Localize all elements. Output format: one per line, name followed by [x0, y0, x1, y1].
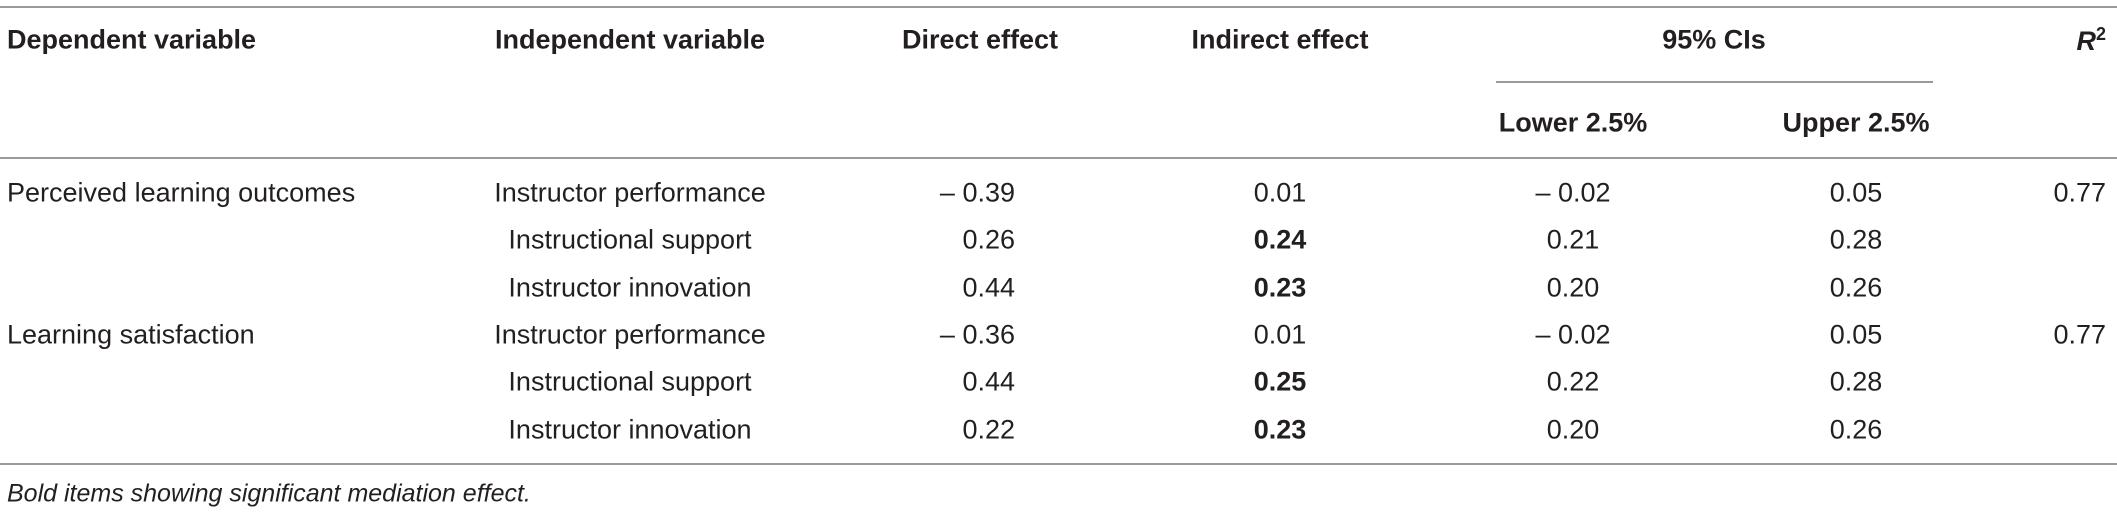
dependent-cell: Perceived learning outcomes [7, 177, 356, 208]
upper-cell: 0.05 [1829, 177, 1883, 208]
header-cell: Dependent variable [7, 24, 257, 55]
lower-cell: 0.22 [1546, 366, 1600, 397]
lower-cell: 0.20 [1546, 414, 1600, 444]
ci-rule [1496, 81, 1933, 83]
top-rule [0, 6, 2117, 8]
bottom-rule [0, 463, 2117, 465]
indirect-cell: 0.24 [1253, 224, 1307, 255]
indirect-cell: 0.23 [1253, 272, 1307, 303]
direct-cell: 0.22 [962, 414, 1015, 444]
dependent-cell: Learning satisfaction [7, 319, 255, 350]
direct-cell: 0.26 [962, 224, 1015, 255]
header-cell: Upper 2.5% [1782, 107, 1930, 138]
independent-cell: Instructor innovation [508, 414, 752, 444]
indirect-cell: 0.25 [1253, 366, 1307, 397]
lower-cell: 0.20 [1546, 272, 1600, 303]
indirect-cell: 0.23 [1253, 414, 1307, 444]
header-rule [0, 157, 2117, 159]
header-cell: Indirect effect [1191, 24, 1369, 55]
upper-cell: 0.28 [1829, 224, 1883, 255]
header-cell: Lower 2.5% [1498, 107, 1648, 138]
direct-cell: 0.44 [962, 366, 1015, 397]
r2-superscript: 2 [2095, 24, 2106, 44]
header-cell: R2 [2076, 25, 2106, 55]
header-cell: Direct effect [901, 24, 1059, 55]
r2-cell: 0.77 [2053, 319, 2106, 350]
independent-cell: Instructional support [508, 224, 752, 255]
r2-symbol: R [2076, 26, 2096, 56]
lower-cell: – 0.02 [1535, 319, 1611, 350]
upper-cell: 0.26 [1829, 414, 1883, 444]
direct-cell: – 0.36 [939, 319, 1015, 350]
r2-cell: 0.77 [2053, 177, 2106, 208]
header-cell: 95% CIs [1662, 24, 1766, 55]
independent-cell: Instructor performance [494, 319, 766, 350]
upper-cell: 0.28 [1829, 366, 1883, 397]
independent-cell: Instructor performance [494, 177, 766, 208]
upper-cell: 0.26 [1829, 272, 1883, 303]
direct-cell: – 0.39 [939, 177, 1015, 208]
footnote: Bold items showing significant mediation… [7, 479, 531, 508]
independent-cell: Instructor innovation [508, 272, 752, 303]
lower-cell: 0.21 [1546, 224, 1600, 255]
indirect-cell: 0.01 [1253, 177, 1307, 208]
direct-cell: 0.44 [962, 272, 1015, 303]
indirect-cell: 0.01 [1253, 319, 1307, 350]
independent-cell: Instructional support [508, 366, 752, 397]
header-cell: Independent variable [494, 24, 766, 55]
lower-cell: – 0.02 [1535, 177, 1611, 208]
upper-cell: 0.05 [1829, 319, 1883, 350]
